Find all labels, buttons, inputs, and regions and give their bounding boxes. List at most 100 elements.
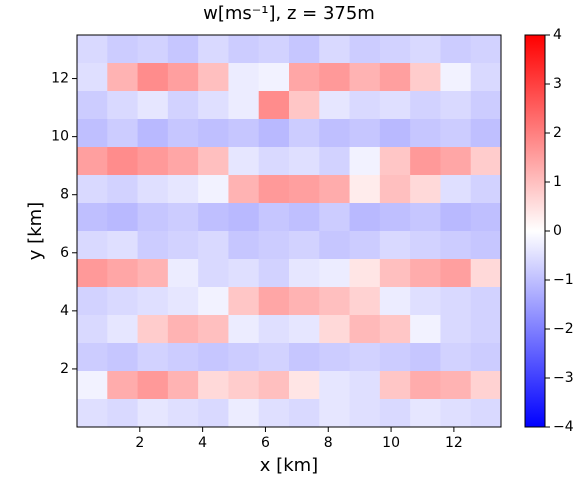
heatmap-cell xyxy=(319,119,351,148)
heatmap-cell xyxy=(77,231,108,260)
chart-title: w[ms⁻¹], z = 375m xyxy=(203,3,375,24)
heatmap-cell xyxy=(410,175,441,204)
x-axis-label: x [km] xyxy=(260,455,318,476)
heatmap xyxy=(77,35,502,428)
heatmap-cell xyxy=(319,259,351,288)
heatmap-cell xyxy=(319,91,351,120)
heatmap-cell xyxy=(440,371,472,400)
heatmap-cell xyxy=(379,91,411,120)
heatmap-cell xyxy=(319,231,351,260)
heatmap-cell xyxy=(319,287,351,316)
heatmap-cell xyxy=(319,175,351,204)
heatmap-cell xyxy=(258,63,290,92)
heatmap-cell xyxy=(228,259,260,288)
heatmap-cell xyxy=(228,231,260,260)
heatmap-cell xyxy=(77,119,108,148)
heatmap-cell xyxy=(470,399,502,428)
heatmap-cell xyxy=(470,287,502,316)
heatmap-cell xyxy=(167,259,199,288)
y-axis-label: y [km] xyxy=(25,202,46,260)
heatmap-cell xyxy=(167,287,199,316)
heatmap-cell xyxy=(410,371,441,400)
heatmap-cell xyxy=(440,259,472,288)
heatmap-cell xyxy=(379,203,411,232)
heatmap-cell xyxy=(107,399,139,428)
heatmap-cell xyxy=(289,91,320,120)
heatmap-cell xyxy=(228,343,260,372)
heatmap-cell xyxy=(410,231,441,260)
heatmap-cell xyxy=(258,35,290,64)
heatmap-cell xyxy=(289,259,320,288)
heatmap-cell xyxy=(440,119,472,148)
heatmap-cell xyxy=(228,315,260,344)
colorbar-tick-label: 0 xyxy=(553,223,562,239)
heatmap-cell xyxy=(198,203,229,232)
heatmap-cell xyxy=(379,231,411,260)
heatmap-cell xyxy=(258,91,290,120)
heatmap-cell xyxy=(167,231,199,260)
y-tick-label: 4 xyxy=(60,303,69,319)
heatmap-cell xyxy=(107,119,139,148)
heatmap-cell xyxy=(349,343,381,372)
heatmap-cell xyxy=(77,35,108,64)
heatmap-cell xyxy=(107,63,139,92)
heatmap-cell xyxy=(107,231,139,260)
heatmap-cell xyxy=(137,35,169,64)
heatmap-cell xyxy=(470,35,502,64)
heatmap-cell xyxy=(440,147,472,176)
heatmap-cell xyxy=(410,287,441,316)
heatmap-cell xyxy=(137,371,169,400)
heatmap-cell xyxy=(258,203,290,232)
heatmap-cell xyxy=(289,203,320,232)
x-tick-label: 6 xyxy=(261,435,270,451)
heatmap-cell xyxy=(379,371,411,400)
x-tick-label: 12 xyxy=(445,435,463,451)
heatmap-cell xyxy=(77,175,108,204)
heatmap-cell xyxy=(198,119,229,148)
heatmap-cell xyxy=(258,315,290,344)
heatmap-cell xyxy=(258,287,290,316)
heatmap-cell xyxy=(167,35,199,64)
heatmap-cell xyxy=(470,91,502,120)
heatmap-cell xyxy=(349,287,381,316)
heatmap-cell xyxy=(258,147,290,176)
heatmap-cell xyxy=(77,371,108,400)
heatmap-cell xyxy=(137,147,169,176)
heatmap-cell xyxy=(440,399,472,428)
heatmap-cell xyxy=(137,63,169,92)
x-tick-label: 2 xyxy=(135,435,144,451)
plot-frame xyxy=(76,34,502,428)
heatmap-cell xyxy=(77,343,108,372)
heatmap-cell xyxy=(470,203,502,232)
heatmap-cell xyxy=(289,231,320,260)
heatmap-cell xyxy=(349,231,381,260)
heatmap-cell xyxy=(107,371,139,400)
heatmap-cell xyxy=(440,315,472,344)
heatmap-cell xyxy=(379,63,411,92)
y-tick-label: 10 xyxy=(51,129,69,145)
heatmap-cell xyxy=(470,259,502,288)
heatmap-cell xyxy=(289,35,320,64)
heatmap-cell xyxy=(167,371,199,400)
heatmap-cell xyxy=(77,91,108,120)
heatmap-cell xyxy=(349,147,381,176)
colorbar-tick-label: 3 xyxy=(553,76,562,92)
heatmap-cell xyxy=(137,315,169,344)
heatmap-cell xyxy=(167,203,199,232)
heatmap-cell xyxy=(470,147,502,176)
heatmap-cell xyxy=(440,203,472,232)
heatmap-cell xyxy=(167,315,199,344)
heatmap-cell xyxy=(289,287,320,316)
heatmap-cell xyxy=(198,259,229,288)
heatmap-cell xyxy=(349,203,381,232)
heatmap-cell xyxy=(77,315,108,344)
heatmap-cell xyxy=(470,119,502,148)
heatmap-cell xyxy=(228,175,260,204)
heatmap-cell xyxy=(319,315,351,344)
heatmap-cell xyxy=(410,63,441,92)
colorbar-tick-label: 2 xyxy=(553,125,562,141)
heatmap-cell xyxy=(228,91,260,120)
x-tick-label: 4 xyxy=(198,435,207,451)
heatmap-cell xyxy=(198,315,229,344)
heatmap-cell xyxy=(228,371,260,400)
